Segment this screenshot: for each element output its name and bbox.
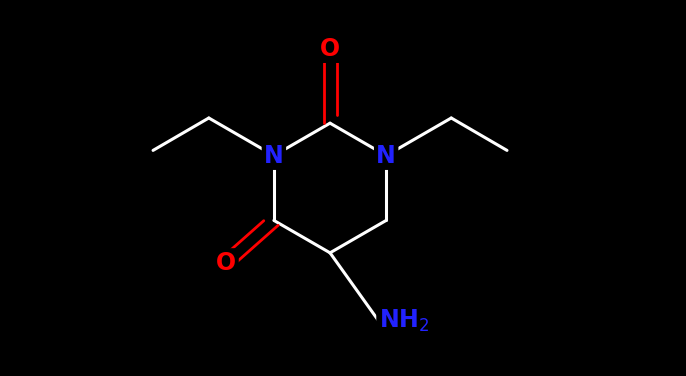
Text: NH$_2$: NH$_2$ (379, 308, 429, 334)
Text: N: N (264, 144, 284, 168)
Text: N: N (377, 144, 396, 168)
Text: O: O (320, 36, 340, 61)
Text: O: O (216, 250, 237, 274)
